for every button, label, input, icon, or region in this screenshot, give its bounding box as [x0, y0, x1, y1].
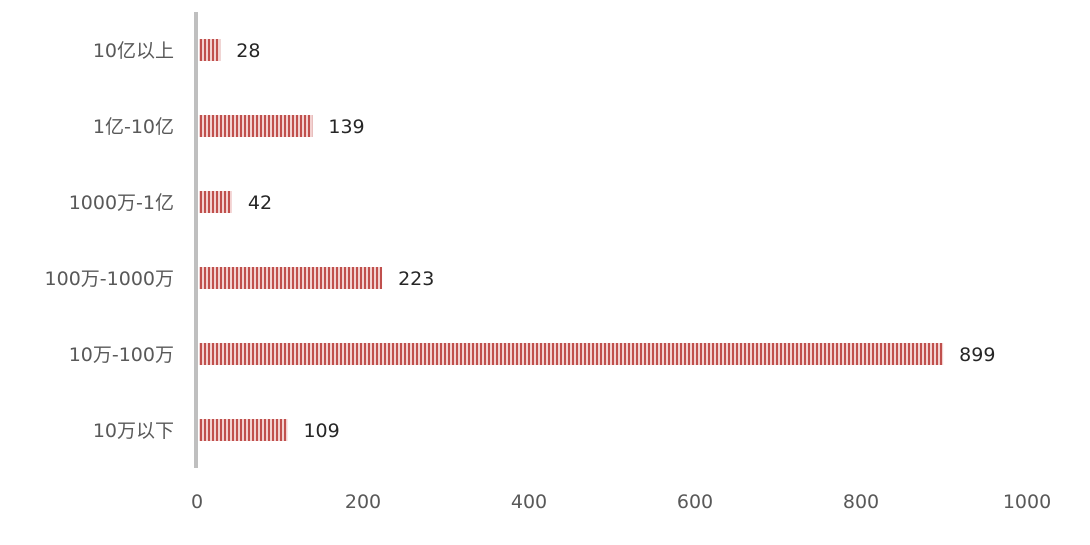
x-tick-label: 400	[511, 491, 547, 513]
x-tick-label: 800	[843, 491, 879, 513]
x-tick-label: 0	[191, 491, 203, 513]
bars-layer	[199, 39, 944, 441]
x-tick-label: 600	[677, 491, 713, 513]
y-axis-line	[194, 12, 198, 468]
x-tick-label: 200	[345, 491, 381, 513]
category-label: 1亿-10亿	[93, 116, 174, 138]
category-labels-layer: 10亿以上 1亿-10亿 1000万-1亿 100万-1000万 10万-100万 10万…	[45, 40, 174, 442]
category-label: 100万-1000万	[45, 268, 174, 290]
category-label: 10万-100万	[69, 344, 174, 366]
bar	[199, 115, 313, 137]
data-label: 28	[236, 40, 260, 62]
bar	[199, 191, 232, 213]
bar	[199, 419, 288, 441]
bar	[199, 343, 944, 365]
bar	[199, 39, 221, 61]
data-label: 223	[398, 268, 434, 290]
x-tick-label: 1000	[1003, 491, 1051, 513]
bar	[199, 267, 383, 289]
category-label: 10亿以上	[93, 40, 174, 62]
data-label: 42	[248, 192, 272, 214]
category-label: 1000万-1亿	[69, 192, 174, 214]
data-label: 899	[959, 344, 995, 366]
data-labels-layer: 28 139 42 223 899 109	[236, 40, 995, 442]
category-label: 10万以下	[93, 420, 174, 442]
data-label: 139	[328, 116, 364, 138]
x-tick-labels-layer: 0 200 400 600 800 1000	[191, 491, 1051, 513]
data-label: 109	[303, 420, 339, 442]
